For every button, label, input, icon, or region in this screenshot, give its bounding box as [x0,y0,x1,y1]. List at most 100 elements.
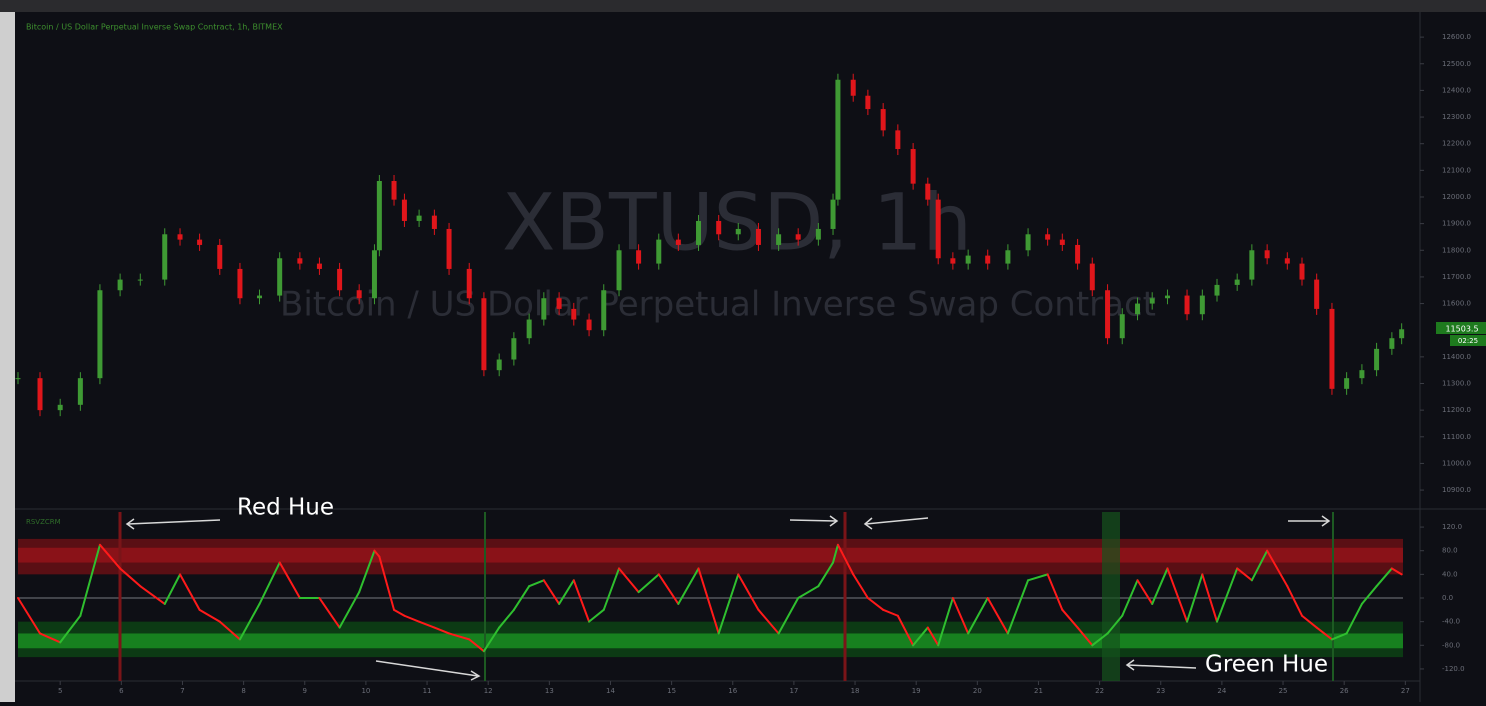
candle [1284,258,1290,264]
candle [277,258,283,296]
oscillator-segment [1390,567,1403,576]
arrow [1125,659,1197,671]
candle [1164,295,1170,299]
oscillator-segment [1121,579,1139,617]
bands [18,538,1403,658]
candle [1264,250,1270,259]
y-tick-label: 11000.0 [1442,459,1471,467]
candle [1199,295,1205,315]
indicator-title: RSVZCRM [26,518,61,526]
x-tick-label: 20 [973,687,982,695]
oscillator-segment [1061,608,1079,629]
y-tick-label: -80.0 [1442,641,1460,649]
oscillator-segment [1360,585,1378,605]
candle [1045,234,1051,240]
x-tick-label: 24 [1217,687,1226,695]
candle [1249,250,1255,280]
candle [1149,298,1155,304]
oscillator-segment [1136,579,1154,605]
candle [601,290,607,331]
oscillator-segment [278,561,301,600]
candle [1135,303,1141,315]
candle [586,319,592,331]
price-tag-box [1436,322,1486,334]
green-hue-highlight [1102,512,1120,681]
y-tick-label: 40.0 [1442,570,1458,578]
oscillator-segment [1330,632,1348,641]
y-tick-label: 11300.0 [1442,379,1471,387]
arrow [375,660,481,681]
oscillator-segment [448,632,471,641]
countdown-box [1450,335,1486,346]
oscillator-segment [697,567,720,635]
candle [117,279,123,291]
candle [985,255,991,264]
watermark: XBTUSD, 1h [502,178,972,268]
candle [1374,348,1380,371]
candle [1089,263,1095,291]
candle [446,228,452,269]
candle [1389,338,1395,349]
x-tick-label: 9 [303,687,307,695]
candle [675,239,681,245]
y-tick-label: 11100.0 [1442,433,1471,441]
oscillator-segment [1375,567,1393,588]
oscillator-segment [403,614,421,623]
x-tick-label: 22 [1095,687,1104,695]
oscillator-segment [1091,632,1109,647]
candle [371,250,377,299]
candle [895,130,901,150]
candle [716,220,722,235]
y-tick-label: 120.0 [1442,523,1462,531]
candle [1329,308,1335,389]
candle [1059,239,1065,245]
candle [835,79,841,200]
y-tick-label: 12100.0 [1442,166,1471,174]
oscillator-segment [1046,573,1064,611]
y-tick-label: 0.0 [1442,594,1453,602]
oscillator-segment [98,543,122,570]
x-tick-label: 12 [484,687,493,695]
oscillator-segment [817,561,835,588]
oscillator-segment [17,597,42,635]
oscillator-segment [866,597,885,611]
candle [950,258,956,264]
oscillator-segment [1216,567,1239,623]
x-tick-label: 25 [1279,687,1288,695]
oscillator-segment [558,579,575,605]
candle [636,250,642,264]
x-tick-label: 5 [58,687,62,695]
oscillator-segment [1315,626,1333,641]
candle [1344,378,1350,389]
candle [1299,263,1305,280]
oscillator-segment [218,620,241,641]
arrow [789,515,839,527]
candle [830,199,836,229]
oscillator-segment [657,573,680,605]
candle [1025,234,1031,251]
candle [1005,250,1011,264]
candle [257,295,263,299]
candle [376,180,382,251]
x-tick-label: 19 [912,687,921,695]
x-tick-label: 6 [119,687,124,695]
oscillator-segment [602,567,621,611]
oscillator-segment [238,602,261,641]
candle [1234,279,1240,285]
candle [795,234,801,240]
candle [297,258,303,264]
oscillator-segment [542,579,561,605]
y-tick-label: 11200.0 [1442,406,1471,414]
candle [1075,244,1081,264]
oscillator-segment [967,597,989,635]
candle [815,228,821,240]
oscillator-segment [393,608,406,617]
candle [77,378,83,405]
y-tick-label: 12400.0 [1442,86,1471,94]
y-tick-label: 12600.0 [1442,33,1471,41]
arrow [125,518,221,530]
candle [865,95,871,110]
oscillator-segment [39,632,62,644]
candle [571,308,577,320]
